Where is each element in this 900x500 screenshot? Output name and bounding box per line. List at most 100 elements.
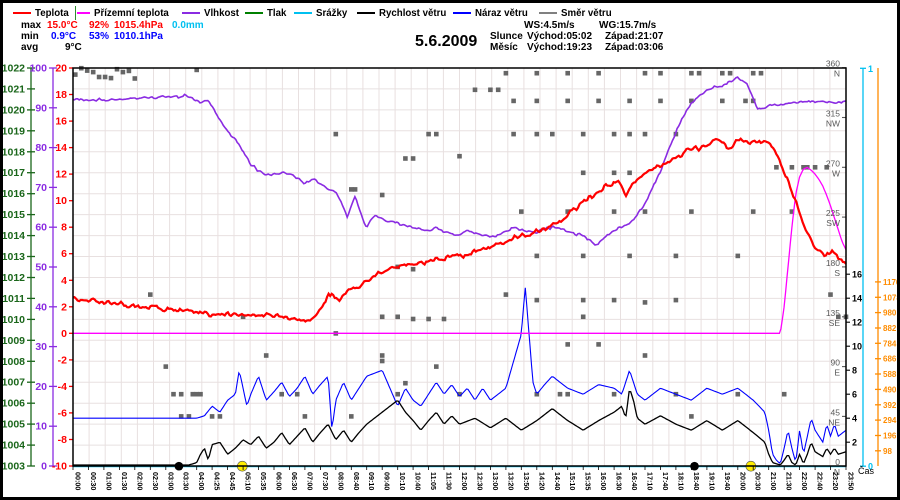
svg-text:90: 90 <box>831 358 841 368</box>
svg-text:1019: 1019 <box>3 125 25 137</box>
svg-text:196: 196 <box>883 432 897 441</box>
svg-text:270: 270 <box>826 158 840 168</box>
svg-text:16:30: 16:30 <box>615 472 624 490</box>
svg-text:04:25: 04:25 <box>213 472 222 490</box>
svg-text:50: 50 <box>35 262 47 274</box>
svg-text:4: 4 <box>852 414 857 424</box>
svg-text:12: 12 <box>55 169 67 181</box>
svg-text:1016: 1016 <box>3 188 25 200</box>
svg-text:05:10: 05:10 <box>244 472 253 490</box>
svg-text:03:00: 03:00 <box>166 472 175 490</box>
svg-text:12:00: 12:00 <box>460 472 469 490</box>
svg-text:10: 10 <box>35 421 47 433</box>
svg-text:1008: 1008 <box>3 356 25 368</box>
svg-text:02:00: 02:00 <box>135 472 144 490</box>
svg-text:1003: 1003 <box>3 461 25 473</box>
svg-text:1013: 1013 <box>3 251 25 263</box>
svg-text:14:40: 14:40 <box>553 472 562 490</box>
svg-text:13:20: 13:20 <box>506 472 515 490</box>
svg-text:4: 4 <box>61 275 67 287</box>
svg-text:Čas: Čas <box>858 466 875 476</box>
svg-text:SW: SW <box>826 218 840 228</box>
svg-text:1020: 1020 <box>3 104 25 116</box>
svg-text:09:40: 09:40 <box>383 472 392 490</box>
svg-text:980: 980 <box>883 309 897 318</box>
svg-text:17:40: 17:40 <box>661 472 670 490</box>
svg-text:40: 40 <box>35 301 47 313</box>
svg-text:1009: 1009 <box>3 335 25 347</box>
svg-text:1004: 1004 <box>3 440 25 452</box>
svg-text:22:40: 22:40 <box>816 472 825 490</box>
svg-text:18:10: 18:10 <box>676 472 685 490</box>
svg-text:17:10: 17:10 <box>646 472 655 490</box>
svg-text:18: 18 <box>55 89 67 101</box>
svg-text:21:30: 21:30 <box>785 472 794 490</box>
svg-text:04:00: 04:00 <box>197 472 206 490</box>
svg-text:1: 1 <box>868 64 873 74</box>
svg-text:20: 20 <box>35 381 47 393</box>
svg-text:490: 490 <box>883 385 897 394</box>
svg-text:1021: 1021 <box>3 83 25 95</box>
svg-text:14: 14 <box>852 294 862 304</box>
svg-text:1078: 1078 <box>883 293 900 302</box>
svg-text:882: 882 <box>883 324 897 333</box>
svg-text:12:30: 12:30 <box>476 472 485 490</box>
svg-text:10: 10 <box>852 342 862 352</box>
svg-text:1017: 1017 <box>3 167 25 179</box>
svg-text:315: 315 <box>826 109 840 119</box>
svg-text:11:30: 11:30 <box>445 472 454 490</box>
svg-text:784: 784 <box>883 339 897 348</box>
svg-text:01:00: 01:00 <box>104 472 113 490</box>
svg-text:20:00: 20:00 <box>738 472 747 490</box>
svg-text:1012: 1012 <box>3 272 25 284</box>
svg-text:11:05: 11:05 <box>429 472 438 490</box>
svg-text:-4: -4 <box>58 381 67 393</box>
svg-text:-8: -8 <box>58 434 67 446</box>
svg-text:0: 0 <box>61 328 67 340</box>
svg-text:07:00: 07:00 <box>305 472 314 490</box>
svg-text:686: 686 <box>883 355 897 364</box>
svg-text:00:30: 00:30 <box>89 472 98 490</box>
svg-text:16: 16 <box>55 116 67 128</box>
svg-text:1015: 1015 <box>3 209 25 221</box>
svg-text:22:00: 22:00 <box>800 472 809 490</box>
svg-text:225: 225 <box>826 208 840 218</box>
svg-text:23:20: 23:20 <box>831 472 840 490</box>
svg-text:12: 12 <box>852 318 862 328</box>
svg-text:E: E <box>834 368 840 378</box>
svg-text:20: 20 <box>55 63 67 75</box>
svg-text:392: 392 <box>883 401 897 410</box>
svg-text:1022: 1022 <box>3 63 25 75</box>
svg-text:294: 294 <box>883 416 897 425</box>
svg-text:1014: 1014 <box>3 230 25 242</box>
svg-text:98: 98 <box>883 447 892 456</box>
svg-text:S: S <box>834 268 840 278</box>
svg-text:14: 14 <box>55 142 67 154</box>
svg-text:13:50: 13:50 <box>522 472 531 490</box>
svg-text:23:50: 23:50 <box>847 472 856 490</box>
svg-text:8: 8 <box>61 222 67 234</box>
svg-text:10: 10 <box>55 195 67 207</box>
svg-text:-10: -10 <box>52 461 67 473</box>
svg-text:180: 180 <box>826 258 840 268</box>
svg-text:19:40: 19:40 <box>723 472 732 490</box>
svg-text:06:30: 06:30 <box>290 472 299 490</box>
svg-text:1007: 1007 <box>3 377 25 389</box>
svg-text:6: 6 <box>61 248 67 260</box>
svg-text:1018: 1018 <box>3 146 25 158</box>
svg-text:1006: 1006 <box>3 398 25 410</box>
svg-text:NW: NW <box>826 119 840 129</box>
svg-text:18:40: 18:40 <box>692 472 701 490</box>
svg-text:2: 2 <box>61 301 67 313</box>
svg-text:80: 80 <box>35 142 47 154</box>
svg-text:90: 90 <box>35 102 47 114</box>
svg-text:SE: SE <box>829 318 841 328</box>
svg-text:60: 60 <box>35 222 47 234</box>
svg-text:21:00: 21:00 <box>769 472 778 490</box>
svg-text:02:30: 02:30 <box>151 472 160 490</box>
svg-text:6: 6 <box>852 390 857 400</box>
svg-text:01:30: 01:30 <box>120 472 129 490</box>
svg-text:15:35: 15:35 <box>584 472 593 490</box>
svg-text:10:10: 10:10 <box>398 472 407 490</box>
svg-text:1176: 1176 <box>883 278 900 287</box>
